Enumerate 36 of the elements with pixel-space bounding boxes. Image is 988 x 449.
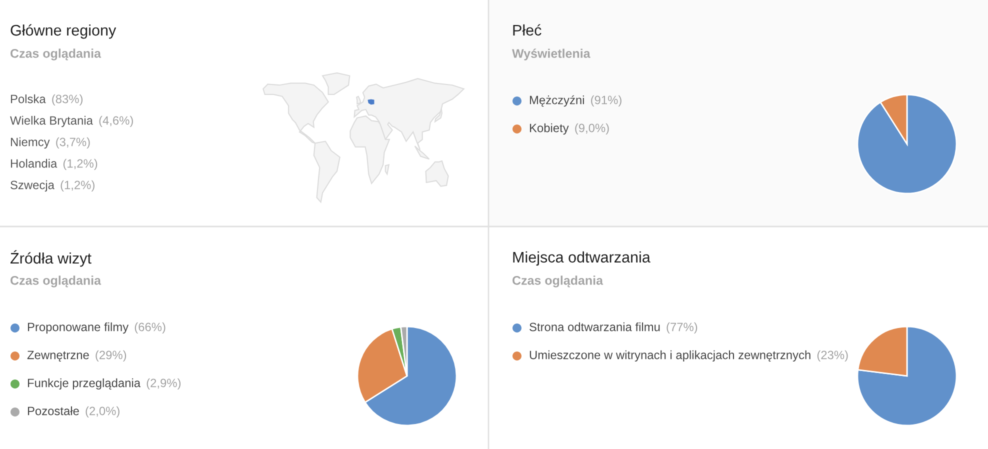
legend-label: Funkcje przeglądania (28, 378, 141, 390)
data-label: (77%) (666, 322, 698, 334)
legend-label: Pozostałe (28, 406, 79, 416)
category-label: Holandia (10, 158, 58, 168)
chart-subtitle: Wyświetlenia (512, 48, 590, 60)
category-label: Niemcy (10, 137, 50, 149)
category-label: Polska (10, 94, 46, 104)
category-label: Szwecja (10, 180, 54, 192)
chart-title: Płeć (513, 24, 542, 36)
text: (1,2%) (63, 158, 98, 170)
data-label: (91%) (591, 95, 622, 107)
pie-slice (856, 326, 958, 426)
data-label: (23%) (817, 350, 848, 362)
text: (83%) (52, 94, 83, 106)
chart-subtitle: Czas oglądania (10, 276, 102, 288)
legend-label: Proponowane filmy (28, 322, 129, 334)
text: Czas oglądania (10, 48, 102, 60)
data-label: (2,9%) (146, 378, 181, 390)
text: (1,2%) (60, 180, 94, 192)
data-label: (2,0%) (86, 406, 120, 418)
text: (4,6%) (99, 116, 133, 128)
data-label: (9,0%) (575, 123, 609, 135)
legend-label: Kobiety (530, 123, 569, 135)
chart-title: Miejsca odtwarzania (513, 251, 650, 266)
category-label: Wielka Brytania (10, 116, 93, 128)
legend-label: Zewnętrzne (27, 350, 89, 362)
data-label: (66%) (134, 322, 166, 334)
text: Główne regiony (10, 24, 116, 39)
text: (3,7%) (56, 137, 90, 149)
data-label: (29%) (96, 350, 126, 362)
pie-slice (856, 94, 958, 194)
chart-title: Źródła wizyt (10, 250, 92, 267)
legend-label: Umieszczone w witrynach i aplikacjach zewnętrznych (530, 350, 810, 362)
legend-label: Mężczyźni (530, 95, 584, 107)
legend-label: Strona odtwarzania filmu (530, 322, 660, 332)
chart-subtitle: Czas oglądania (512, 276, 604, 288)
